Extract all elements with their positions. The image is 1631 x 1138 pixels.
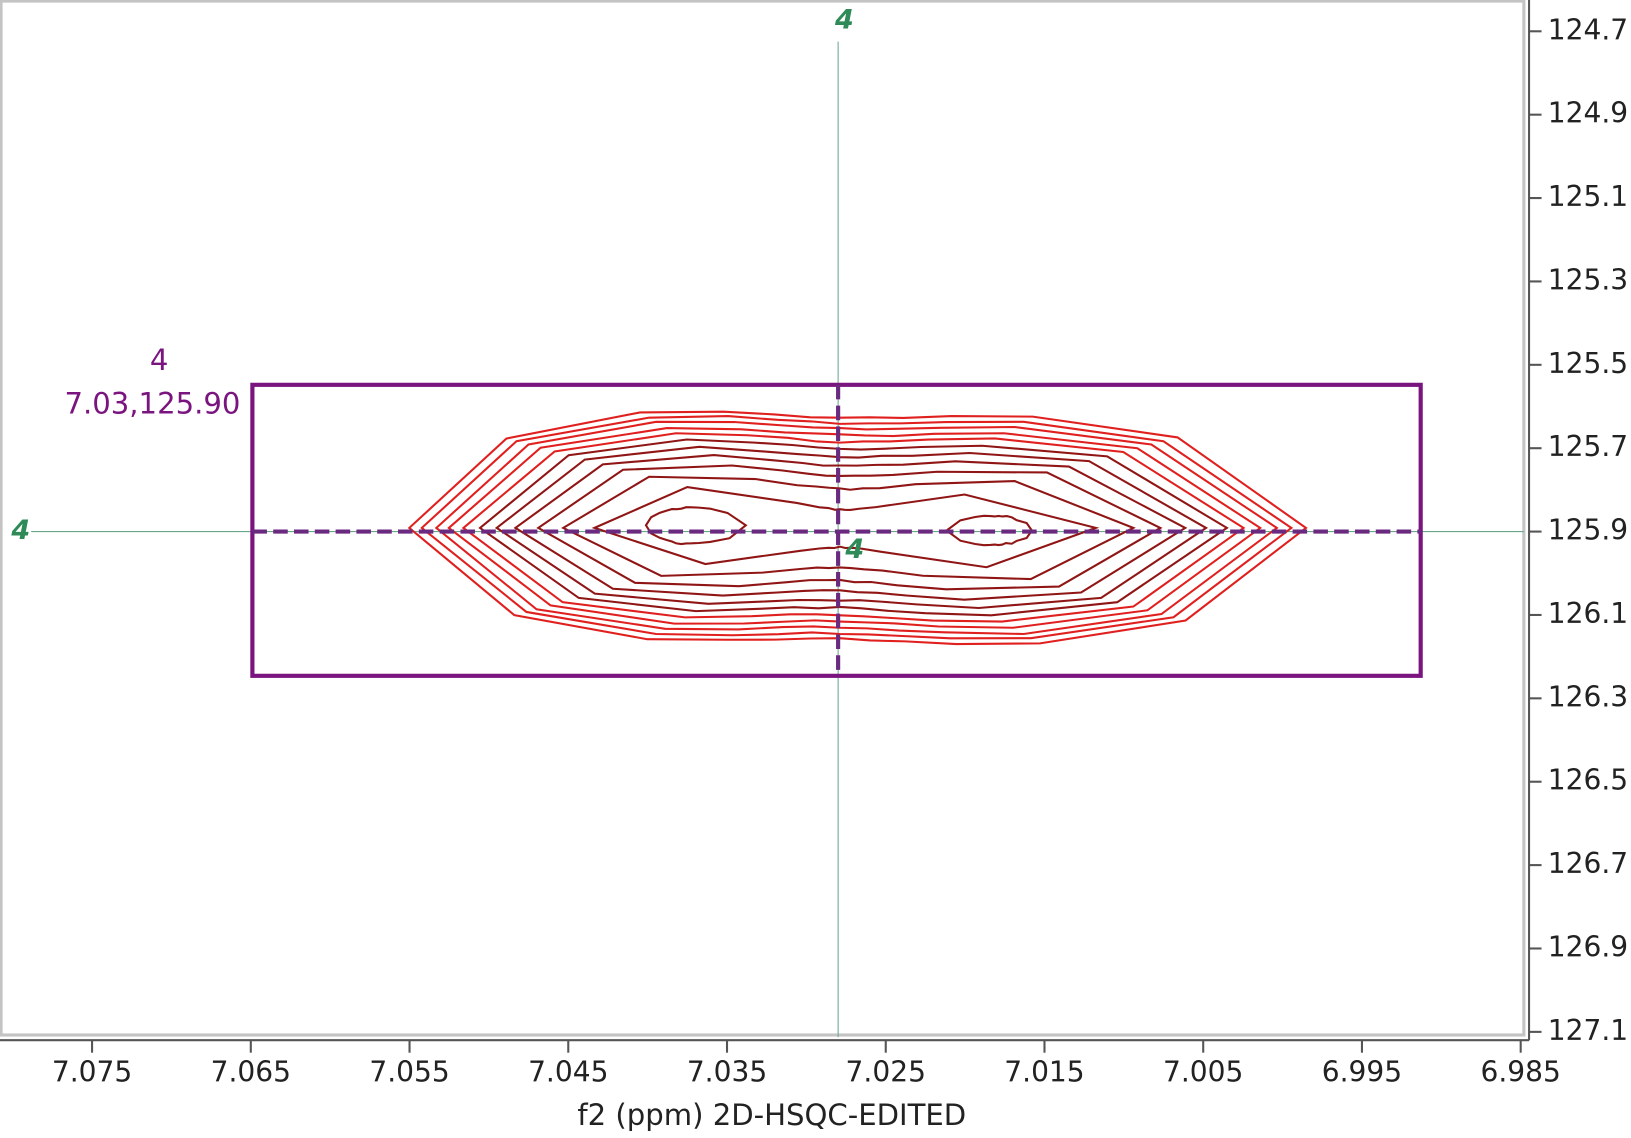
x-tick-label: 6.995: [1322, 1055, 1402, 1088]
y-tick-label: 126.1: [1548, 597, 1628, 630]
x-tick-label: 6.985: [1480, 1055, 1560, 1088]
contour: [434, 420, 1279, 636]
y-tick-label: 124.7: [1548, 13, 1628, 46]
contour: [447, 427, 1263, 629]
y-tick-label: 125.5: [1548, 347, 1628, 380]
x-tick-label: 7.065: [211, 1055, 291, 1088]
y-tick-label: 126.5: [1548, 764, 1628, 797]
x-tick-label: 7.045: [528, 1055, 608, 1088]
y-tick-label: 125.7: [1548, 430, 1628, 463]
contour: [513, 454, 1188, 601]
x-tick-label: 7.075: [52, 1055, 132, 1088]
contour: [478, 438, 1229, 617]
plot-frame: [0, 0, 1526, 1037]
y-tick-label: 125.1: [1548, 180, 1628, 213]
x-axis-label: f2 (ppm) 2D-HSQC-EDITED: [577, 1098, 966, 1132]
peak-coordinates: 7.03,125.90: [64, 387, 240, 421]
contour: [420, 415, 1294, 640]
peak-label-left: 4: [10, 515, 30, 546]
contour: [644, 506, 748, 546]
x-tick-label: 7.055: [369, 1055, 449, 1088]
contour: [536, 464, 1163, 591]
contour: [461, 432, 1246, 623]
x-tick-label: 7.015: [1004, 1055, 1084, 1088]
peak-label-center: 4: [844, 534, 864, 565]
y-tick-label: 127.1: [1548, 1014, 1628, 1047]
peak-name: 4: [150, 343, 169, 377]
y-tick-label: 126.3: [1548, 680, 1628, 713]
x-tick-label: 7.005: [1163, 1055, 1243, 1088]
y-tick-label: 125.9: [1548, 514, 1628, 547]
y-tick-label: 126.9: [1548, 930, 1628, 963]
y-tick-label: 126.7: [1548, 847, 1628, 880]
y-tick-label: 125.3: [1548, 263, 1628, 296]
contour: [561, 475, 1136, 581]
contour: [591, 485, 1100, 569]
x-tick-label: 7.025: [846, 1055, 926, 1088]
contour: [494, 445, 1209, 610]
peak-label-top: 4: [834, 4, 854, 35]
contour: [407, 410, 1308, 646]
x-tick-label: 7.035: [687, 1055, 767, 1088]
y-tick-label: 124.9: [1548, 97, 1628, 130]
